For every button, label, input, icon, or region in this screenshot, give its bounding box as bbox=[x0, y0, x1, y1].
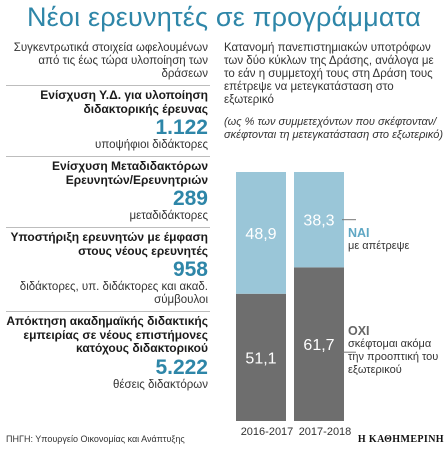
bar-value-label: 61,7 bbox=[303, 337, 334, 354]
bar-segment bbox=[294, 267, 344, 421]
chart-canvas: 51,1 48,9 61,7 38,3 bbox=[236, 172, 356, 421]
summary-panel: Συγκεντρωτικά στοιχεία ωφελουμένων από τ… bbox=[6, 42, 210, 392]
program-block: Ενίσχυση Υ.Δ. για υλοποίηση διδακτορικής… bbox=[6, 88, 210, 152]
chart-description: Κατανομή πανεπιστημιακών υποτρόφων των δ… bbox=[224, 42, 434, 106]
divider bbox=[6, 311, 210, 312]
program-count: 958 bbox=[172, 258, 208, 281]
bar-segment bbox=[236, 293, 286, 421]
program-block: Υποστήριξη ερευνητών με έμφαση στους νέο… bbox=[6, 230, 210, 307]
legend-no-subtitle: σκέφτομαι ακόμα την προοπτική του εξωτερ… bbox=[348, 338, 439, 376]
page-title: Νέοι ερευνητές σε προγράμματα bbox=[26, 2, 422, 32]
bar-value-label: 38,3 bbox=[303, 213, 334, 230]
chart-note: (ως % των συμμετεχόντων που σκέφτονταν/σ… bbox=[224, 116, 444, 141]
program-heading: Απόκτηση ακαδημαϊκής διδακτικής εμπειρία… bbox=[6, 314, 208, 355]
program-unit: θέσεις διδακτόρων bbox=[112, 378, 208, 391]
legend-no-title: ΟΧΙ bbox=[348, 324, 370, 338]
legend-no: ΟΧΙ σκέφτομαι ακόμα την προοπτική του εξ… bbox=[348, 324, 448, 377]
program-count: 5.222 bbox=[155, 355, 208, 379]
source-note: ΠΗΓΗ: Υπουργείο Οικονομίας και Ανάπτυξης bbox=[6, 434, 185, 444]
program-unit: υποψήφιοι διδάκτορες bbox=[95, 139, 208, 151]
program-block: Απόκτηση ακαδημαϊκής διδακτικής εμπειρία… bbox=[6, 314, 210, 392]
divider bbox=[6, 227, 210, 228]
bar-value-label: 48,9 bbox=[245, 226, 276, 243]
program-count: 1.122 bbox=[155, 116, 208, 139]
program-block: Ενίσχυση Μεταδιδακτόρων Ερευνητών/Ερευνη… bbox=[6, 159, 210, 223]
stacked-bar-chart: 51,1 48,9 61,7 38,3 bbox=[224, 168, 448, 423]
legend-yes-title: ΝΑΙ bbox=[348, 226, 370, 240]
program-count: 289 bbox=[172, 187, 208, 210]
x-tick-label: 2016-2017 bbox=[240, 426, 294, 438]
x-tick-label: 2017-2018 bbox=[298, 426, 352, 438]
summary-intro: Συγκεντρωτικά στοιχεία ωφελουμένων από τ… bbox=[13, 42, 208, 80]
legend-yes-subtitle: με απέτρεψε bbox=[348, 240, 410, 252]
publisher-logo: Η ΚΑΘΗΜΕΡΙΝΗ bbox=[357, 434, 444, 445]
bar-value-label: 51,1 bbox=[245, 350, 276, 367]
program-unit: διδάκτορες, υπ. διδάκτορες και ακαδ. σύμ… bbox=[19, 281, 208, 306]
legend-yes: ΝΑΙ με απέτρεψε bbox=[348, 226, 448, 253]
divider bbox=[6, 156, 210, 157]
program-unit: μεταδιδάκτορες bbox=[129, 210, 208, 222]
divider bbox=[6, 85, 210, 86]
chart-description-panel: Κατανομή πανεπιστημιακών υποτρόφων των δ… bbox=[224, 42, 444, 141]
program-heading: Ενίσχυση Μεταδιδακτόρων Ερευνητών/Ερευνη… bbox=[52, 159, 208, 187]
bar-segment bbox=[236, 172, 286, 294]
bar-segment bbox=[294, 172, 344, 268]
program-heading: Ενίσχυση Υ.Δ. για υλοποίηση διδακτορικής… bbox=[40, 88, 208, 116]
program-heading: Υποστήριξη ερευνητών με έμφαση στους νέο… bbox=[10, 230, 208, 258]
